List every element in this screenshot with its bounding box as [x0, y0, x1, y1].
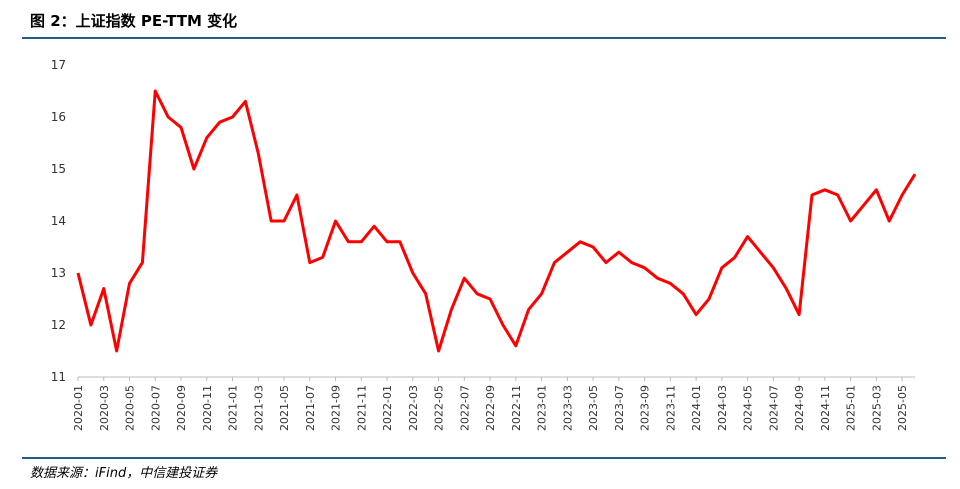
y-tick-label: 17	[51, 58, 66, 72]
x-tick-label: 2022-01	[381, 385, 394, 431]
x-tick-label: 2023-07	[613, 385, 626, 431]
x-tick-label: 2024-01	[690, 385, 703, 431]
x-tick-label: 2023-01	[536, 385, 549, 431]
source: 数据来源：iFind，中信建投证券	[30, 466, 218, 481]
y-tick-label: 14	[51, 214, 66, 228]
y-tick-label: 12	[51, 318, 66, 332]
x-tick-label: 2020-11	[201, 385, 214, 431]
x-tick-label: 2022-07	[458, 385, 471, 431]
x-tick-label: 2021-07	[304, 385, 317, 431]
x-tick-label: 2023-05	[587, 385, 600, 431]
x-tick-label: 2022-11	[510, 385, 523, 431]
x-tick-label: 2025-01	[845, 385, 858, 431]
y-tick-label: 11	[51, 370, 66, 384]
x-tick-label: 2023-09	[639, 385, 652, 431]
y-tick-label: 13	[51, 266, 66, 280]
chart-title: 图 2：上证指数 PE-TTM 变化	[30, 12, 237, 30]
x-tick-label: 2021-09	[330, 385, 343, 431]
x-tick-label: 2021-03	[252, 385, 265, 431]
y-tick-label: 15	[51, 162, 66, 176]
x-tick-label: 2023-03	[561, 385, 574, 431]
x-tick-label: 2021-05	[278, 385, 291, 431]
x-tick-label: 2022-05	[433, 385, 446, 431]
x-tick-label: 2020-03	[98, 385, 111, 431]
x-tick-label: 2024-11	[819, 385, 832, 431]
x-tick-label: 2021-01	[227, 385, 240, 431]
x-tick-label: 2024-09	[793, 385, 806, 431]
line	[76, 89, 917, 353]
x-tick-label: 2024-05	[742, 385, 755, 431]
x-tick-label: 2023-11	[664, 385, 677, 431]
x-tick-label: 2020-07	[149, 385, 162, 431]
x-tick-label: 2025-05	[896, 385, 909, 431]
x-tick-label: 2024-07	[767, 385, 780, 431]
x-tick-label: 2020-09	[175, 385, 188, 431]
x-tick-label: 2020-05	[124, 385, 137, 431]
x-tick-label: 2022-03	[407, 385, 420, 431]
x-tick-label: 2024-03	[716, 385, 729, 431]
y-tick-label: 16	[51, 110, 66, 124]
x-tick-label: 2025-03	[870, 385, 883, 431]
x-tick-label: 2021-11	[355, 385, 368, 431]
x-tick-label: 2020-01	[72, 385, 85, 431]
x-tick-label: 2022-09	[484, 385, 497, 431]
